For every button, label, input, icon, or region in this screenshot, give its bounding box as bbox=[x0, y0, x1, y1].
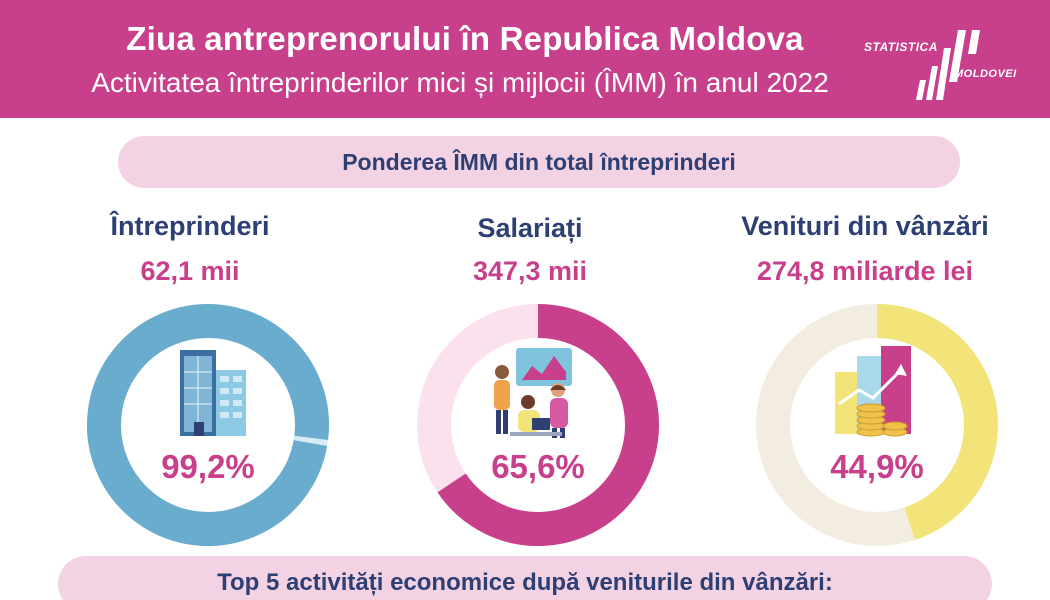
page-subtitle: Activitatea întreprinderilor mici și mij… bbox=[91, 67, 829, 98]
revenue-growth-icon bbox=[827, 342, 927, 442]
metric-value-enterprises: 62,1 mii bbox=[140, 256, 240, 286]
metric-label-employees: Salariați bbox=[477, 213, 583, 243]
header-banner: Ziua antreprenorului în Republica Moldov… bbox=[0, 0, 1050, 118]
donut-chart-revenue: 44,9% bbox=[752, 300, 1002, 550]
bottom-section-title-pill: Top 5 activități economice după venituri… bbox=[58, 556, 992, 600]
donut-chart-employees: 65,6% bbox=[413, 300, 663, 550]
statistica-moldovei-logo: STATISTICA MOLDOVEI bbox=[852, 18, 1016, 100]
team-meeting-icon bbox=[488, 342, 588, 442]
logo-text-moldovei: MOLDOVEI bbox=[954, 68, 1017, 80]
donut-slice-sme-share bbox=[876, 304, 998, 540]
logo-bars-icon bbox=[916, 30, 980, 100]
page-title: Ziua antreprenorului în Republica Moldov… bbox=[126, 20, 804, 57]
donut-percentage-label: 99,2% bbox=[161, 448, 255, 485]
metric-label-enterprises: Întreprinderi bbox=[110, 211, 270, 241]
donut-percentage-label: 65,6% bbox=[491, 448, 585, 485]
donut-chart-enterprises: 99,2% bbox=[83, 300, 333, 550]
donut-slice-sme-share bbox=[87, 304, 329, 546]
donut-percentage-label: 44,9% bbox=[830, 448, 924, 485]
donut-slice-sme-share bbox=[437, 304, 659, 546]
section-title-pill: Ponderea ÎMM din total întreprinderi bbox=[118, 136, 960, 188]
metric-label-revenue: Venituri din vânzări bbox=[741, 211, 989, 241]
office-building-icon bbox=[158, 342, 258, 442]
metric-value-revenue: 274,8 miliarde lei bbox=[756, 256, 974, 286]
logo-text-statistica: STATISTICA bbox=[864, 40, 938, 54]
metric-value-employees: 347,3 mii bbox=[472, 256, 588, 286]
